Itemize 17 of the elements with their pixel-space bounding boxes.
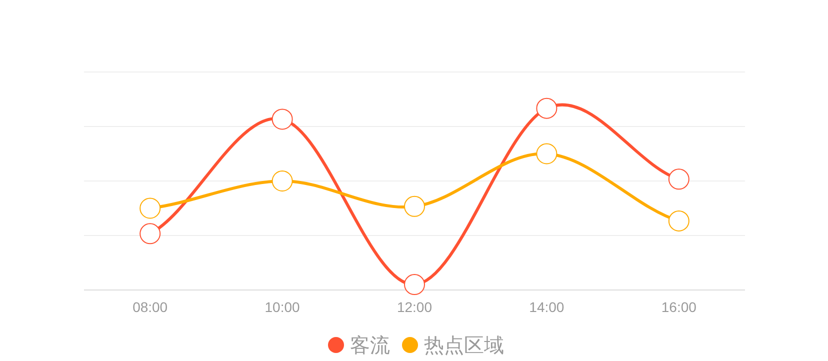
x-tick-label: 16:00: [661, 299, 697, 315]
x-tick-label: 10:00: [264, 299, 300, 315]
x-tick-label: 14:00: [529, 299, 564, 315]
x-tick-label: 12:00: [396, 299, 432, 315]
x-tick-label: 08:00: [132, 299, 168, 315]
point: [272, 108, 293, 130]
point: [536, 143, 558, 164]
point: [272, 170, 293, 192]
legend-label: 热点区域: [424, 335, 504, 357]
point: [668, 210, 690, 232]
point: [668, 168, 690, 190]
point: [404, 196, 425, 217]
legend-label: 客流: [350, 335, 390, 357]
point: [536, 98, 558, 119]
point: [140, 198, 161, 219]
point: [404, 274, 425, 296]
point: [140, 223, 161, 244]
